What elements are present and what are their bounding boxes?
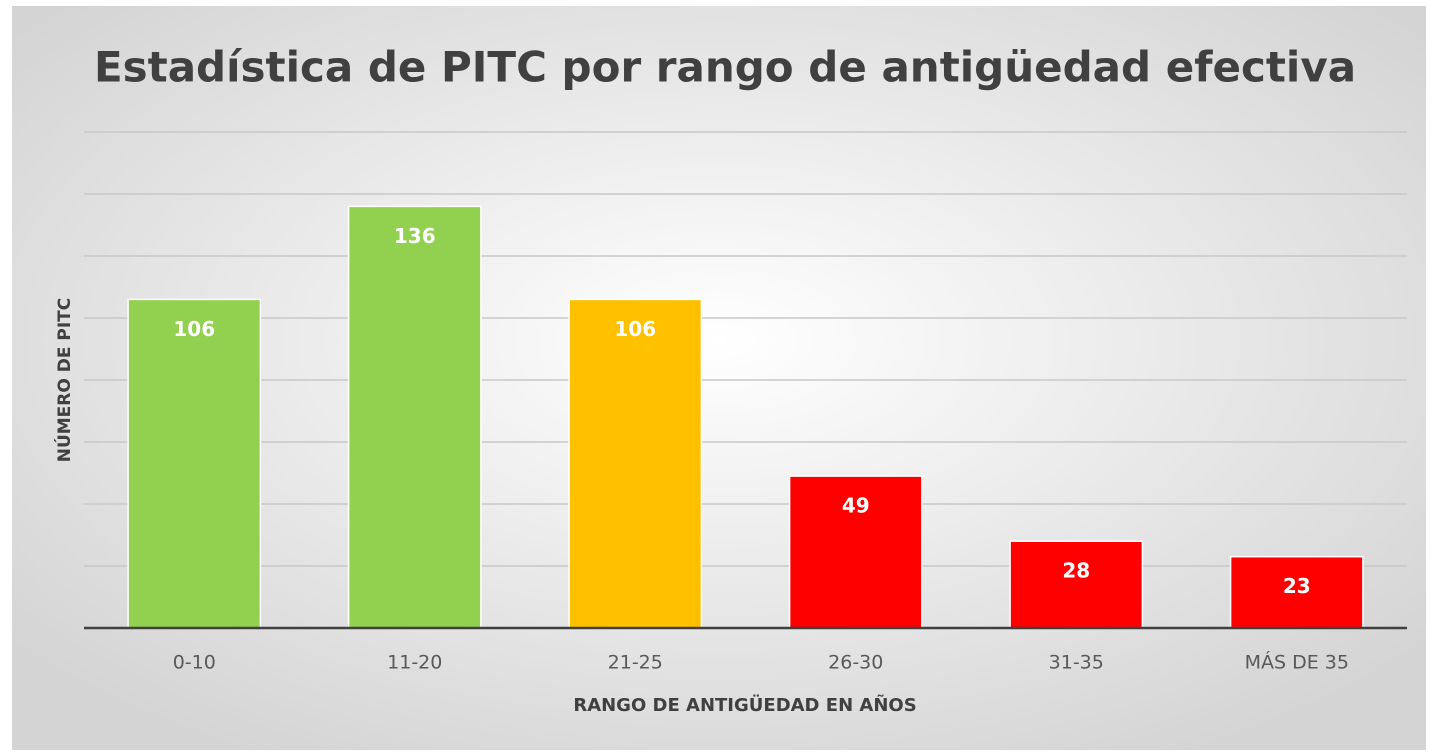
bar (1009, 540, 1144, 629)
x-tick-label: 26-30 (828, 652, 883, 674)
data-label: 106 (173, 317, 215, 341)
bar (127, 298, 262, 629)
bar (788, 475, 923, 629)
bar (1229, 555, 1364, 629)
chart-title: Estadística de PITC por rango de antigüe… (94, 43, 1356, 92)
x-tick-label: 21-25 (608, 652, 663, 674)
data-label: 136 (394, 224, 436, 248)
x-tick-label: 0-10 (173, 652, 216, 674)
x-axis-label: RANGO DE ANTIGÜEDAD EN AÑOS (573, 693, 916, 716)
bar (347, 205, 482, 629)
data-label: 23 (1283, 574, 1311, 598)
x-tick-label: 11-20 (387, 652, 442, 674)
data-label: 28 (1062, 559, 1090, 583)
y-axis-label: NÚMERO DE PITC (53, 298, 75, 463)
x-tick-label: 31-35 (1049, 652, 1104, 674)
data-label: 49 (842, 494, 870, 518)
bar (568, 298, 703, 629)
data-label: 106 (614, 317, 656, 341)
x-tick-label: MÁS DE 35 (1245, 651, 1349, 674)
